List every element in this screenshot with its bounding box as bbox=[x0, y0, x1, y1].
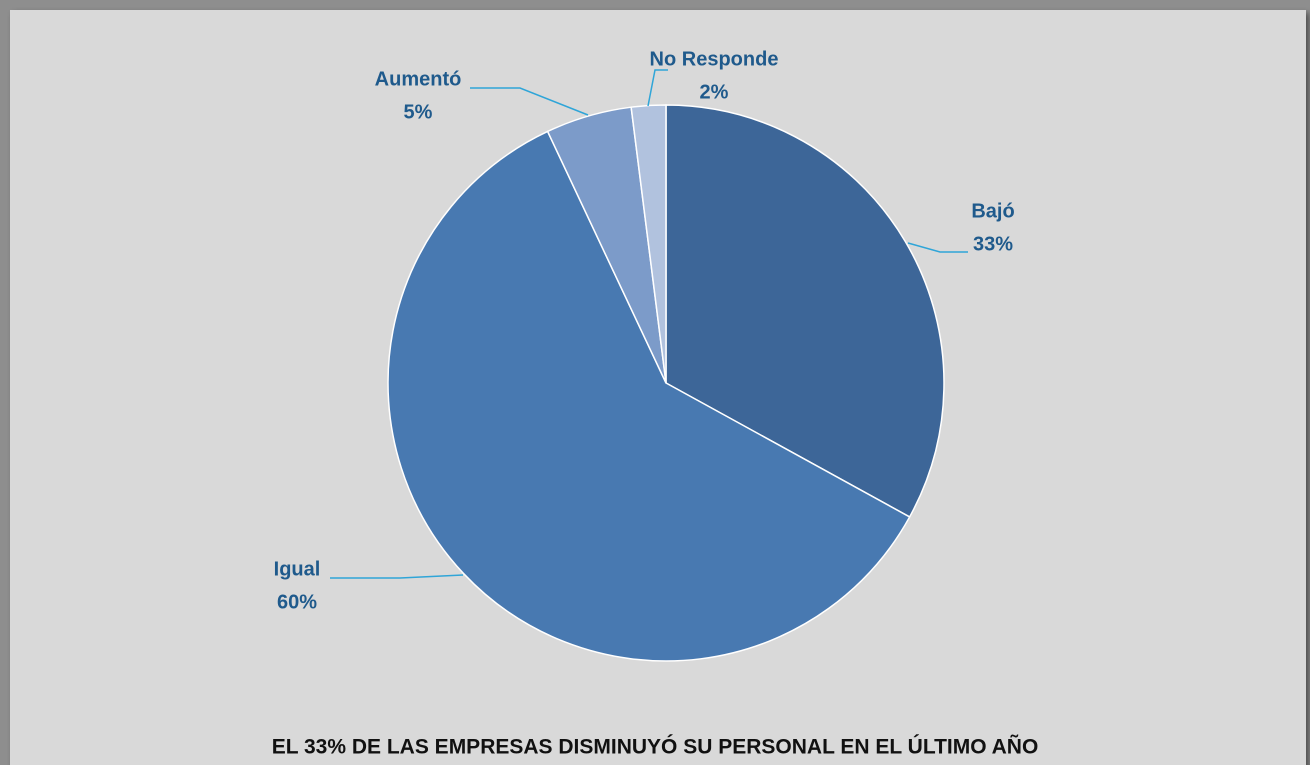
leader-line bbox=[907, 242, 968, 253]
pie bbox=[387, 104, 945, 662]
leader-line bbox=[330, 574, 464, 579]
slice-value-label: 33% bbox=[973, 233, 1013, 255]
slice-label: No Responde bbox=[650, 48, 779, 70]
leader-line bbox=[647, 69, 668, 107]
chart-title: EL 33% DE LAS EMPRESAS DISMINUYÓ SU PERS… bbox=[272, 735, 1039, 759]
pie-slice bbox=[387, 130, 911, 662]
pie-slice bbox=[665, 104, 945, 518]
slice-label: Igual bbox=[274, 558, 321, 580]
slice-label: Bajó bbox=[971, 200, 1014, 222]
slice-value-label: 2% bbox=[700, 81, 729, 103]
slice-label: Aumentó bbox=[375, 68, 462, 90]
slice-value-label: 5% bbox=[404, 101, 433, 123]
slice-value-label: 60% bbox=[277, 591, 317, 613]
leader-line bbox=[470, 87, 589, 116]
